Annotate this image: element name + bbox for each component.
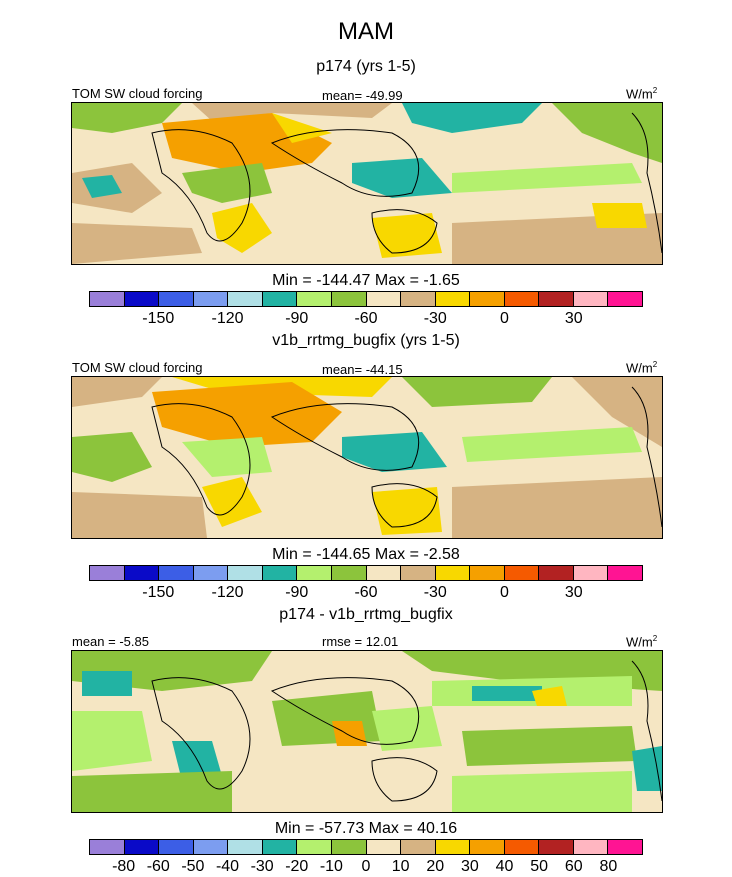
colorbar-swatch bbox=[608, 292, 642, 306]
colorbar-tick-label: -30 bbox=[423, 584, 447, 601]
colorbar-swatch bbox=[124, 292, 160, 306]
colorbar-tick-label: -120 bbox=[211, 310, 244, 327]
panel2-colorbar bbox=[89, 565, 643, 581]
panel1-colorbar bbox=[89, 291, 643, 307]
colorbar-swatch bbox=[90, 292, 125, 306]
panel1-map bbox=[71, 102, 663, 265]
colorbar-swatch bbox=[262, 840, 298, 854]
panel3-minmax: Min = -57.73 Max = 40.16 bbox=[274, 820, 458, 837]
colorbar-swatch bbox=[504, 292, 540, 306]
colorbar-swatch bbox=[539, 292, 574, 306]
colorbar-swatch bbox=[366, 566, 402, 580]
panel2-minmax: Min = -144.65 Max = -2.58 bbox=[272, 546, 460, 563]
colorbar-tick-label: -120 bbox=[211, 584, 244, 601]
colorbar-tick-label: 0 bbox=[500, 310, 509, 327]
colorbar-tick-label: 80 bbox=[599, 858, 618, 875]
colorbar-swatch bbox=[124, 840, 160, 854]
colorbar-swatch bbox=[331, 292, 367, 306]
colorbar-swatch bbox=[297, 566, 332, 580]
colorbar-swatch bbox=[573, 840, 609, 854]
colorbar-swatch bbox=[193, 840, 229, 854]
colorbar-tick-label: -20 bbox=[285, 858, 309, 875]
panel1-minmax: Min = -144.47 Max = -1.65 bbox=[272, 272, 460, 289]
panel3-units: W/m2 bbox=[626, 634, 658, 650]
colorbar-swatch bbox=[262, 566, 298, 580]
colorbar-tick-label: 20 bbox=[426, 858, 445, 875]
panel2-units: W/m2 bbox=[626, 360, 658, 376]
colorbar-tick-label: 40 bbox=[495, 858, 514, 875]
colorbar-swatch bbox=[228, 840, 263, 854]
colorbar-swatch bbox=[504, 840, 540, 854]
colorbar-swatch bbox=[193, 566, 229, 580]
colorbar-tick-label: 10 bbox=[391, 858, 410, 875]
colorbar-swatch bbox=[159, 566, 194, 580]
colorbar-tick-label: -90 bbox=[285, 584, 309, 601]
colorbar-tick-label: -60 bbox=[354, 584, 378, 601]
colorbar-swatch bbox=[331, 840, 367, 854]
colorbar-tick-label: 0 bbox=[361, 858, 371, 875]
panel3-colorbar bbox=[89, 839, 643, 855]
colorbar-swatch bbox=[608, 840, 642, 854]
colorbar-swatch bbox=[470, 292, 505, 306]
colorbar-swatch bbox=[401, 566, 436, 580]
colorbar-swatch bbox=[193, 292, 229, 306]
colorbar-tick-label: -150 bbox=[142, 584, 175, 601]
colorbar-tick-label: -60 bbox=[146, 858, 170, 875]
colorbar-tick-label: -90 bbox=[285, 310, 309, 327]
colorbar-swatch bbox=[90, 840, 125, 854]
colorbar-swatch bbox=[228, 292, 263, 306]
panel1-title: p174 (yrs 1-5) bbox=[316, 58, 416, 75]
colorbar-swatch bbox=[159, 840, 194, 854]
colorbar-swatch bbox=[573, 566, 609, 580]
colorbar-swatch bbox=[435, 840, 471, 854]
colorbar-swatch bbox=[608, 566, 642, 580]
colorbar-swatch bbox=[366, 292, 402, 306]
panel2-left-label: TOM SW cloud forcing bbox=[72, 360, 203, 375]
colorbar-swatch bbox=[159, 292, 194, 306]
colorbar-tick-label: -10 bbox=[319, 858, 343, 875]
colorbar-swatch bbox=[435, 566, 471, 580]
colorbar-swatch bbox=[504, 566, 540, 580]
colorbar-tick-label: -30 bbox=[423, 310, 447, 327]
colorbar-tick-label: -150 bbox=[142, 310, 175, 327]
panel2-title: v1b_rrtmg_bugfix (yrs 1-5) bbox=[272, 332, 460, 349]
colorbar-swatch bbox=[366, 840, 402, 854]
panel3-rmse-label: rmse = 12.01 bbox=[322, 634, 399, 649]
colorbar-tick-label: -60 bbox=[354, 310, 378, 327]
panel2-map bbox=[71, 376, 663, 539]
panel3-title: p174 - v1b_rrtmg_bugfix bbox=[279, 606, 453, 623]
panel3-mean-label: mean = -5.85 bbox=[72, 634, 149, 649]
colorbar-swatch bbox=[539, 840, 574, 854]
colorbar-tick-label: 0 bbox=[500, 584, 509, 601]
colorbar-tick-label: -80 bbox=[112, 858, 136, 875]
colorbar-tick-label: -30 bbox=[250, 858, 274, 875]
panel2-mean-label: mean= -44.15 bbox=[322, 362, 403, 377]
colorbar-tick-label: -40 bbox=[215, 858, 240, 875]
colorbar-swatch bbox=[435, 292, 471, 306]
panel1-mean-label: mean= -49.99 bbox=[322, 88, 403, 103]
colorbar-swatch bbox=[124, 566, 160, 580]
colorbar-swatch bbox=[401, 840, 436, 854]
colorbar-swatch bbox=[297, 840, 332, 854]
colorbar-swatch bbox=[573, 292, 609, 306]
colorbar-tick-label: 30 bbox=[564, 310, 583, 327]
colorbar-tick-label: 30 bbox=[460, 858, 479, 875]
panel1-left-label: TOM SW cloud forcing bbox=[72, 86, 203, 101]
colorbar-swatch bbox=[331, 566, 367, 580]
colorbar-swatch bbox=[470, 840, 505, 854]
colorbar-tick-label: 60 bbox=[564, 858, 583, 875]
colorbar-swatch bbox=[539, 566, 574, 580]
panel3-map bbox=[71, 650, 663, 813]
colorbar-swatch bbox=[401, 292, 436, 306]
colorbar-tick-label: -50 bbox=[181, 858, 205, 875]
colorbar-tick-label: 50 bbox=[530, 858, 549, 875]
figure-title: MAM bbox=[338, 18, 394, 45]
panel1-units: W/m2 bbox=[626, 86, 658, 102]
colorbar-swatch bbox=[228, 566, 263, 580]
colorbar-tick-label: 30 bbox=[564, 584, 583, 601]
colorbar-swatch bbox=[297, 292, 332, 306]
colorbar-swatch bbox=[470, 566, 505, 580]
colorbar-swatch bbox=[90, 566, 125, 580]
colorbar-swatch bbox=[262, 292, 298, 306]
